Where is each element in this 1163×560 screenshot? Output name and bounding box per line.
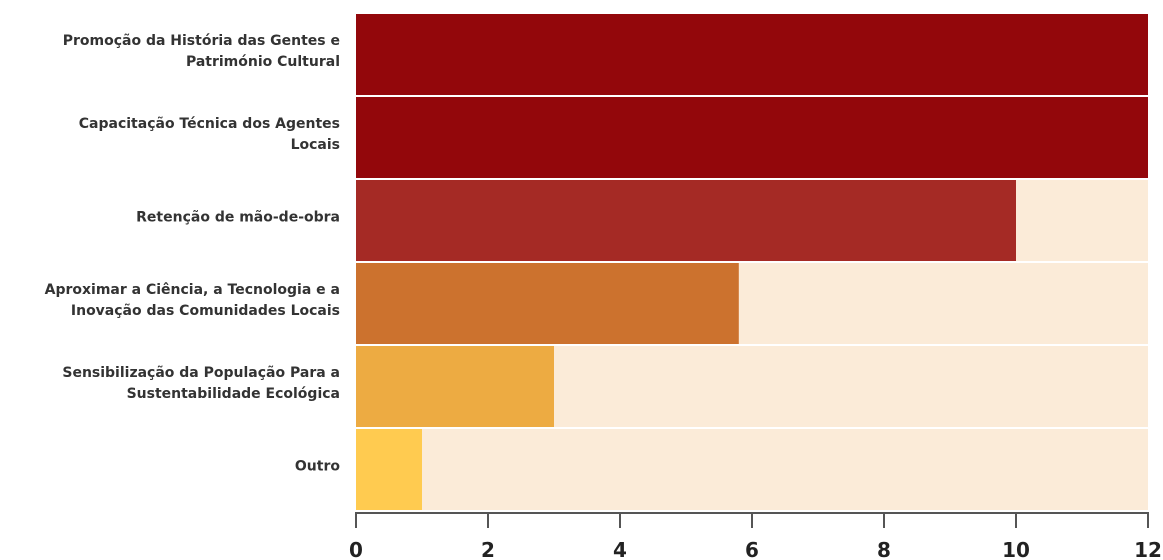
bar: [356, 97, 1148, 178]
category-label: Promoção da História das Gentes e Patrim…: [62, 32, 340, 70]
bar: [356, 346, 554, 427]
category-label: Sensibilização da População Para a Suste…: [62, 364, 340, 402]
bar: [356, 263, 739, 344]
bar: [356, 180, 1016, 261]
bar: [356, 14, 1148, 95]
x-tick-label: 6: [745, 538, 759, 560]
row-background: [356, 429, 1148, 510]
x-tick-label: 12: [1134, 538, 1162, 560]
x-tick-label: 4: [613, 538, 627, 560]
category-label: Aproximar a Ciência, a Tecnologia e a In…: [44, 281, 340, 319]
bar: [356, 429, 422, 510]
category-label: Capacitação Técnica dos Agentes Locais: [78, 115, 340, 153]
x-tick-label: 0: [349, 538, 363, 560]
x-tick-label: 10: [1002, 538, 1030, 560]
x-tick-label: 8: [877, 538, 891, 560]
category-label: Outro: [294, 458, 340, 474]
x-tick-label: 2: [481, 538, 495, 560]
category-label: Retenção de mão-de-obra: [136, 209, 340, 225]
